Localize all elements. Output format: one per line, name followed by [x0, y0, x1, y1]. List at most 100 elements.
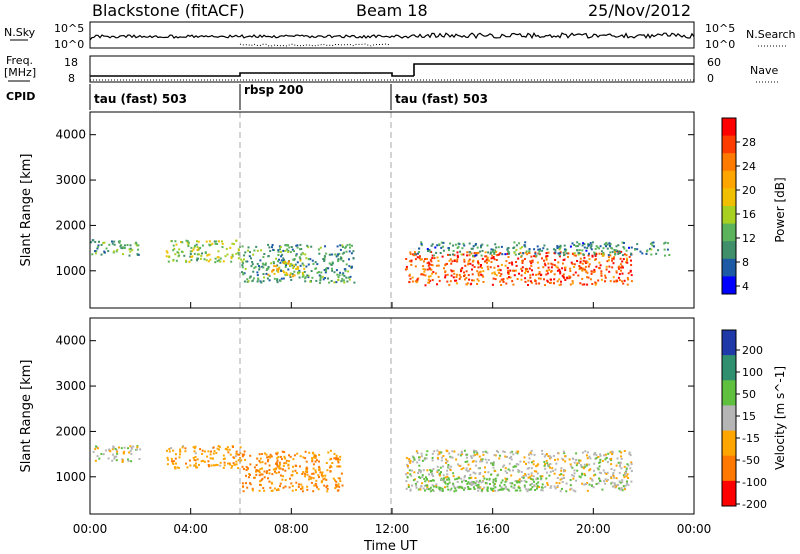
- velocity-cell-4: [453, 490, 456, 493]
- power-cell-5: [507, 250, 510, 253]
- power-cell-2: [337, 276, 340, 278]
- power-cell-2: [345, 245, 347, 248]
- velocity-cell-4: [426, 484, 429, 487]
- power-cell-2: [262, 266, 265, 269]
- power-cell-2: [298, 256, 301, 259]
- power-cell-4: [499, 269, 502, 272]
- velocity-cell-4: [463, 488, 465, 491]
- power-cell-4: [465, 276, 468, 279]
- power-cell-4: [569, 276, 572, 279]
- power-cell-5: [593, 251, 596, 254]
- power-cell-2: [336, 245, 339, 248]
- velocity-cell-3: [544, 454, 547, 456]
- power-cell-2: [348, 265, 351, 268]
- velocity-cell-2: [274, 468, 277, 471]
- velocity-cell-3: [406, 472, 409, 475]
- velocity-cell-3: [536, 464, 539, 467]
- power-cell-4: [466, 282, 469, 285]
- velocity-cell-4: [466, 482, 469, 485]
- power-cell-4: [472, 279, 475, 282]
- power-cell-4: [450, 262, 453, 265]
- velocity-cell-3: [405, 457, 408, 460]
- velocity-cell-2: [304, 450, 307, 453]
- velocity-cell-3: [623, 476, 626, 479]
- power-cell-2: [250, 257, 252, 260]
- velocity-cell-3: [474, 472, 477, 475]
- velocity-cell-3: [508, 457, 511, 460]
- velocity-cell-3: [553, 485, 556, 488]
- velocity-cell-2: [291, 474, 294, 477]
- cpid-label: CPID: [6, 90, 35, 103]
- velocity-cell-1: [193, 447, 196, 450]
- velocity-cell-2: [259, 480, 262, 483]
- velocity-cell-3: [496, 450, 498, 452]
- velocity-cell-3: [627, 477, 630, 479]
- velocity-cell-4: [507, 488, 510, 491]
- velocity-cell-4: [477, 486, 480, 489]
- power-cell-1: [229, 246, 232, 249]
- velocity-cell-2: [301, 473, 304, 475]
- velocity-cell-3: [426, 486, 429, 489]
- power-cell-0: [136, 253, 139, 256]
- velocity-cell-2: [279, 482, 282, 485]
- power-cell-5: [581, 249, 584, 252]
- power-cell-1: [197, 240, 200, 243]
- power-cell-5: [494, 249, 497, 252]
- power-cell-4: [521, 269, 524, 272]
- power-cell-5: [645, 253, 648, 255]
- velocity-cell-2: [277, 488, 280, 491]
- power-cell-4: [499, 280, 502, 283]
- velocity-cell-3: [610, 477, 613, 480]
- power-cell-2: [319, 278, 322, 281]
- velocity-cell-3: [446, 460, 449, 463]
- xtick-label-6: 00:00: [677, 522, 712, 536]
- velocity-cell-3: [474, 477, 477, 479]
- velocity-cell-4: [481, 489, 483, 492]
- power-cell-2: [282, 249, 285, 252]
- velocity-cell-3: [520, 471, 523, 473]
- velocity-cell-3: [586, 451, 589, 454]
- power-cell-5: [593, 253, 596, 256]
- velocity-cell-2: [271, 473, 274, 476]
- power-cell-4: [479, 265, 482, 268]
- velocity-cell-4: [533, 480, 535, 483]
- velocity-cell-3: [455, 458, 458, 461]
- velocity-cell-3: [625, 468, 628, 471]
- power-cell-4: [502, 278, 505, 281]
- power-cell-3: [289, 274, 292, 277]
- velocity-cell-2: [335, 458, 338, 461]
- velocity-cell-2: [287, 467, 290, 470]
- power-cell-4: [405, 258, 408, 260]
- power-cell-0: [113, 243, 116, 246]
- power-cell-1: [168, 256, 171, 259]
- velocity-cell-3: [426, 450, 429, 453]
- power-cell-2: [348, 258, 350, 261]
- power-cell-4: [582, 259, 585, 262]
- velocity-cell-2: [320, 473, 323, 476]
- power-cell-0: [105, 247, 108, 250]
- power-cell-5: [459, 250, 462, 253]
- velocity-cell-3: [549, 486, 552, 489]
- velocity-cell-2: [275, 461, 278, 464]
- power-cell-4: [621, 272, 624, 275]
- power-cell-5: [590, 248, 593, 251]
- power-cell-4: [529, 260, 532, 263]
- velocity-cell-2: [265, 472, 268, 474]
- velocity-cell-2: [306, 485, 309, 488]
- velocity-cell-3: [436, 456, 439, 459]
- power-cell-1: [221, 240, 223, 243]
- power-cell-5: [583, 246, 586, 249]
- power-cell-4: [509, 269, 512, 272]
- velocity-cell-4: [429, 486, 432, 489]
- velocity-cell-2: [338, 458, 341, 461]
- velocity-cell-3: [469, 467, 472, 470]
- velocity-cell-2: [265, 453, 268, 456]
- power-cell-4: [605, 268, 608, 271]
- power-cell-1: [226, 253, 229, 256]
- nave-right-tick-top: 60: [707, 56, 721, 69]
- velocity-cell-3: [612, 474, 615, 477]
- velocity-cell-1: [196, 458, 199, 461]
- power-cell-2: [337, 254, 339, 257]
- velocity-cell-4: [477, 484, 480, 486]
- power-cell-4: [533, 255, 536, 258]
